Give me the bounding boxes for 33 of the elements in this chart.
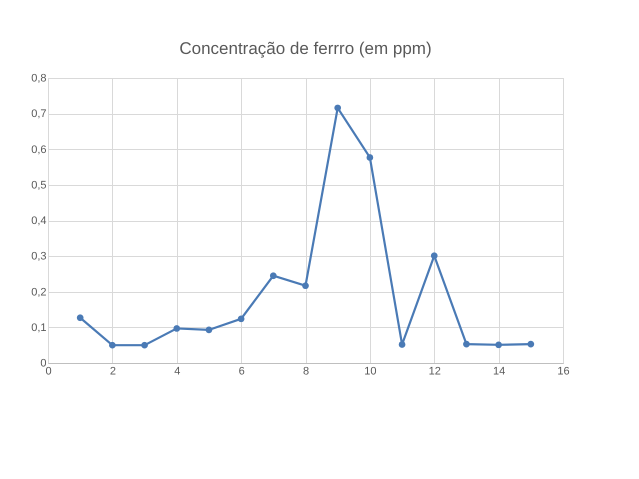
point — [206, 326, 212, 334]
y-tick-label: 0,6 — [31, 144, 46, 156]
point — [270, 272, 277, 280]
x-tick-label: 6 — [238, 366, 245, 378]
point — [109, 342, 116, 349]
point — [527, 340, 534, 348]
y-tick-label: 0,1 — [31, 322, 46, 334]
y-tick-label: 0,7 — [31, 108, 46, 120]
chart-title: Concentração de ferrro (em ppm) — [179, 39, 432, 58]
x-tick-label: 14 — [493, 366, 506, 378]
x-tick-label: 12 — [428, 366, 441, 378]
point — [334, 104, 342, 112]
point — [173, 325, 180, 332]
y-tick-label: 0,2 — [31, 286, 46, 298]
point — [430, 252, 438, 260]
point — [76, 314, 84, 322]
x-tick-label: 8 — [302, 366, 310, 378]
point — [495, 341, 502, 348]
y-tick-label: 0,8 — [31, 72, 46, 84]
y-tick-label: 0,3 — [31, 250, 46, 263]
point — [398, 341, 406, 348]
x-tick-label: 10 — [364, 366, 376, 378]
y-tick-label: 0,4 — [31, 215, 46, 227]
y-tick-label: 0 — [40, 358, 46, 370]
point — [238, 315, 244, 322]
point — [302, 282, 309, 290]
point — [463, 340, 470, 348]
x-tick-label: 4 — [174, 366, 180, 378]
point — [141, 342, 148, 349]
y-tick-label: 0,5 — [31, 179, 46, 192]
point — [366, 154, 374, 161]
x-tick-label: 16 — [557, 366, 570, 378]
x-tick-label: 2 — [110, 366, 116, 378]
